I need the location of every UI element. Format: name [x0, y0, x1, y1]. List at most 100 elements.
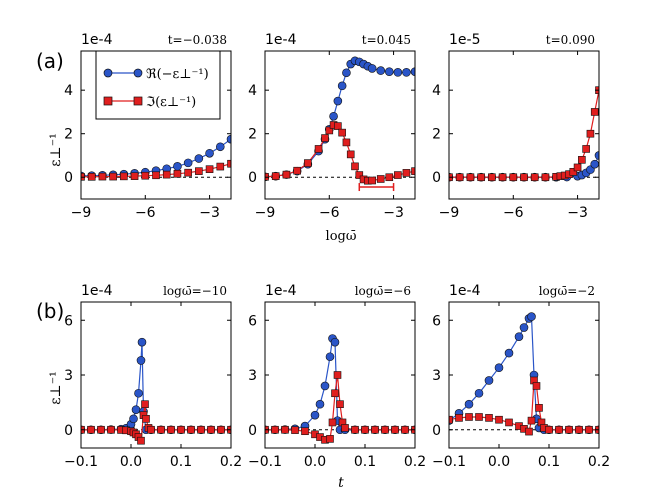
data-point-real — [129, 414, 138, 424]
series-line-imag — [81, 404, 231, 443]
series-line-real — [449, 315, 599, 431]
x-tick-label: −6 — [503, 205, 524, 221]
series-line-imag — [449, 380, 599, 433]
y-tick-label: 6 — [432, 313, 441, 329]
x-tick-label: 0.1 — [354, 454, 376, 470]
legend-real-marker-2 — [133, 68, 143, 78]
plot-area — [449, 312, 599, 436]
data-point-imag — [455, 173, 464, 182]
data-point-imag — [109, 172, 117, 181]
data-point-real — [173, 162, 182, 171]
data-point-real — [376, 66, 386, 75]
y-tick-label: 2 — [248, 127, 257, 143]
data-point-imag — [525, 427, 533, 436]
y-tick-label: 6 — [248, 313, 257, 329]
panel-title: t=−0.038 — [168, 33, 227, 47]
scale-label: 1e-4 — [265, 32, 297, 48]
y-axis-label-a: ε⊥⁻¹ — [48, 133, 64, 166]
data-point-imag — [346, 150, 355, 159]
axes-frame — [264, 50, 416, 200]
data-point-imag — [535, 404, 543, 412]
data-point-imag — [187, 425, 195, 434]
y-tick-label: 6 — [64, 313, 73, 329]
data-point-imag — [291, 426, 299, 434]
data-point-real — [330, 337, 340, 347]
data-point-real — [519, 323, 529, 332]
data-point-imag — [177, 425, 185, 434]
data-point-imag — [97, 425, 105, 434]
data-point-imag — [368, 176, 376, 185]
data-point-imag — [376, 175, 385, 183]
data-point-imag — [527, 416, 536, 425]
data-point-real — [484, 376, 494, 385]
panel-title: logω̄=−2 — [539, 284, 595, 298]
data-point-imag — [304, 159, 312, 167]
data-point-real — [226, 134, 231, 144]
data-point-imag — [130, 172, 139, 180]
data-point-imag — [371, 425, 379, 434]
data-point-imag — [173, 169, 182, 178]
data-point-imag — [195, 167, 203, 175]
data-point-imag — [391, 425, 399, 434]
y-axis-label-b: ε⊥⁻¹ — [48, 371, 64, 404]
y-tick-label: 3 — [432, 368, 441, 384]
x-tick-label: 0.1 — [170, 454, 192, 470]
data-point-imag — [217, 425, 225, 434]
data-point-real — [325, 352, 335, 362]
data-point-imag — [334, 122, 342, 130]
data-point-imag — [545, 425, 553, 434]
x-tick-label: −9 — [439, 205, 460, 221]
data-point-real — [527, 312, 536, 321]
data-point-imag — [498, 173, 507, 182]
data-point-real — [464, 399, 474, 409]
data-point-imag — [227, 159, 231, 168]
y-tick-label: 3 — [248, 368, 257, 384]
y-tick-label: 0 — [432, 423, 441, 439]
x-tick-label: 0.0 — [120, 454, 142, 470]
y-tick-label: 0 — [64, 423, 73, 439]
data-point-real — [410, 67, 415, 76]
x-tick-label: −0.1 — [432, 454, 466, 470]
data-point-imag — [582, 145, 590, 153]
plot-area — [265, 56, 415, 185]
row-label-b: (b) — [36, 299, 64, 323]
data-point-imag — [466, 173, 475, 182]
data-point-imag — [586, 129, 595, 138]
data-point-imag — [98, 172, 107, 181]
y-tick-label: 4 — [64, 83, 73, 99]
x-tick-label: −3 — [567, 205, 588, 221]
legend: ℜ(−ε⊥⁻¹) ℑ(ε⊥⁻¹) — [95, 50, 221, 120]
data-point-imag — [281, 425, 289, 434]
x-axis-label-b: t — [338, 475, 344, 491]
data-point-real — [474, 388, 484, 398]
legend-real-label: ℜ(−ε⊥⁻¹) — [146, 67, 209, 82]
data-point-real — [137, 337, 147, 347]
panel-title: logω̄=−10 — [163, 284, 227, 298]
axes-frame — [448, 50, 600, 200]
x-tick-label: −6 — [135, 205, 156, 221]
y-tick-label: 0 — [64, 170, 73, 186]
data-point-imag — [541, 173, 550, 182]
plot-area — [81, 337, 231, 445]
y-tick-label: 0 — [248, 170, 257, 186]
data-point-imag — [184, 168, 192, 177]
data-point-real — [594, 151, 599, 160]
data-point-real — [194, 154, 204, 163]
data-point-imag — [152, 171, 160, 180]
x-tick-label: −3 — [383, 205, 404, 221]
series-line-real — [265, 60, 415, 178]
data-point-imag — [321, 134, 329, 142]
data-point-real — [131, 405, 141, 414]
panel-title: t=0.045 — [362, 33, 411, 47]
data-point-real — [320, 381, 330, 391]
data-point-imag — [205, 165, 214, 173]
scale-label: 1e-4 — [81, 32, 113, 48]
data-point-imag — [207, 425, 215, 434]
data-point-real — [402, 68, 411, 77]
plot-area — [449, 86, 599, 182]
data-point-imag — [455, 414, 463, 422]
x-tick-label: 0.0 — [304, 454, 326, 470]
data-point-imag — [355, 171, 364, 179]
data-point-real — [384, 67, 394, 76]
data-point-imag — [569, 167, 578, 176]
